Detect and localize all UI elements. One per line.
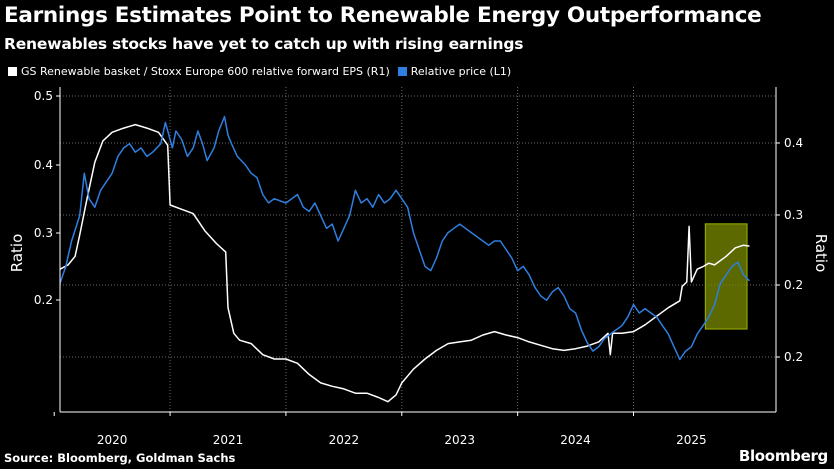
legend-item-price: Relative price (L1) <box>397 64 512 78</box>
chart-subtitle: Renewables stocks have yet to catch up w… <box>4 35 524 53</box>
x-tick-label-2021: 2021 <box>213 433 244 447</box>
axes <box>53 87 780 416</box>
right-axis-title: Ratio <box>812 234 830 273</box>
legend-swatch-blue-icon <box>397 66 407 76</box>
left-tick-label-1: 0.4 <box>34 158 53 172</box>
bloomberg-logo: Bloomberg <box>738 447 828 465</box>
highlight-region <box>704 223 748 330</box>
left-axis-title: Ratio <box>8 234 26 273</box>
x-tick-label-2022: 2022 <box>329 433 360 447</box>
right-tick-label-0: 0.4 <box>784 136 803 150</box>
highlight-box <box>704 223 748 330</box>
legend-swatch-white-icon <box>8 66 17 76</box>
left-tick-label-0: 0.5 <box>34 89 53 103</box>
x-tick-label-2025: 2025 <box>676 433 707 447</box>
tick-labels: 0.5 0.4 0.3 0.2 0.4 0.3 0.2 0.2 2020 2021 2022 2023… <box>8 89 830 447</box>
x-tick-label-2024: 2024 <box>560 433 591 447</box>
x-tick-label-2020: 2020 <box>97 433 128 447</box>
legend-item-eps: GS Renewable basket / Stoxx Europe 600 r… <box>8 65 390 78</box>
left-tick-label-3: 0.2 <box>34 293 53 307</box>
right-tick-label-3: 0.2 <box>784 350 803 364</box>
legend-label-price: Relative price (L1) <box>410 64 512 78</box>
chart-title: Earnings Estimates Point to Renewable En… <box>4 3 762 28</box>
legend-label-eps: GS Renewable basket / Stoxx Europe 600 r… <box>21 64 390 78</box>
legend: GS Renewable basket / Stoxx Europe 600 r… <box>8 63 519 79</box>
right-tick-label-2: 0.2 <box>784 278 803 292</box>
gridlines <box>60 87 776 412</box>
right-tick-label-1: 0.3 <box>784 208 803 222</box>
x-tick-label-2023: 2023 <box>444 433 475 447</box>
left-tick-label-2: 0.3 <box>34 226 53 240</box>
series-line-price <box>59 115 750 361</box>
source-note: Source: Bloomberg, Goldman Sachs <box>4 451 236 465</box>
series-lines <box>59 115 750 403</box>
series-line-eps <box>59 123 750 403</box>
